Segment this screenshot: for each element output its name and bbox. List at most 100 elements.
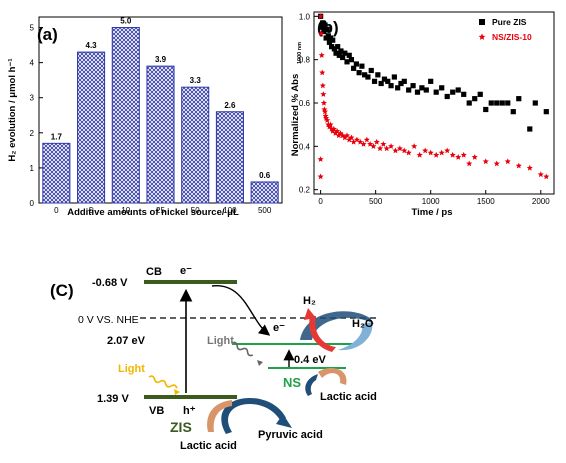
- band-diagram: (C) -0.68 V CB e⁻ 0 V VS. N: [50, 265, 380, 452]
- cb-label: CB: [146, 266, 162, 278]
- chart-b-point-pure-zis: [342, 50, 348, 56]
- chart-b-point-ns-zis: [327, 121, 334, 128]
- chart-b-point-pure-zis: [346, 52, 352, 58]
- chart-b-point-pure-zis: [326, 39, 333, 45]
- chart-b-point-pure-zis: [516, 96, 522, 102]
- chart-b-x-tick-label: 1500: [477, 197, 495, 206]
- chart-a-bar-value-label: 4.3: [86, 41, 98, 50]
- chart-a-y-tick-label: 5: [30, 24, 35, 33]
- chart-b-point-pure-zis: [423, 87, 429, 93]
- light-label-mid: Light: [207, 335, 234, 347]
- chart-b-point-pure-zis: [336, 52, 342, 58]
- panel-a-label: (a): [37, 25, 58, 44]
- chart-b-point-pure-zis: [419, 85, 425, 91]
- chart-a-bar: [111, 27, 140, 204]
- pyruvic-acid: Pyruvic acid: [258, 429, 323, 441]
- chart-b-point-pure-zis: [365, 74, 371, 80]
- chart-b-point-ns-zis: [320, 91, 327, 97]
- chart-a-y-tick-label: 1: [30, 164, 35, 173]
- chart-a-bar-value-label: 3.9: [155, 55, 167, 64]
- chart-b-point-pure-zis: [351, 65, 357, 71]
- chart-b-point-ns-zis: [318, 30, 325, 37]
- chart-b-point-pure-zis: [444, 93, 450, 100]
- light-wave-left: [148, 375, 178, 389]
- chart-b-point-pure-zis: [353, 61, 359, 67]
- chart-b-point-ns-zis: [543, 173, 550, 180]
- chart-b-point-pure-zis: [331, 46, 337, 52]
- chart-b-point-ns-zis: [416, 151, 423, 158]
- chart-a-bar: [215, 111, 244, 204]
- chart-b-point-ns-zis: [504, 158, 511, 165]
- chart-b-point-pure-zis: [510, 109, 516, 115]
- light-arrowhead-left: [174, 389, 180, 395]
- chart-b-y-tick-label: 0.8: [299, 56, 311, 65]
- chart-b-point-pure-zis: [381, 76, 388, 82]
- chart-b-y-tick-label: 0.6: [299, 99, 311, 108]
- lactic-acid-right: Lactic acid: [320, 391, 377, 403]
- chart-b-point-ns-zis: [319, 69, 326, 76]
- chart-b-point-pure-zis: [322, 22, 328, 28]
- legend-label-pure-zis: Pure ZIS: [492, 17, 527, 27]
- chart-b-point-ns-zis: [324, 117, 331, 123]
- light-label-left: Light: [118, 363, 145, 375]
- chart-b-point-ns-zis: [348, 134, 355, 141]
- chart-b-point-pure-zis: [362, 72, 368, 78]
- hole-label: h⁺: [183, 405, 196, 417]
- chart-b-point-pure-zis: [388, 83, 394, 89]
- vb-label: VB: [149, 405, 164, 417]
- chart-b-point-ns-zis: [526, 164, 533, 171]
- chart-b-point-pure-zis: [527, 126, 533, 132]
- chart-b-point-ns-zis: [380, 140, 387, 147]
- chart-b-point-pure-zis: [428, 78, 434, 84]
- chart-b-y-ticks: 0.2 0.4 0.6 0.8 1.0: [299, 12, 318, 195]
- chart-b-y-axis-subscript: 1000 nm: [297, 42, 303, 64]
- chart-b-legend: Pure ZIS NS/ZIS-10: [478, 17, 532, 42]
- chart-b-point-pure-zis: [321, 28, 327, 35]
- chart-b-point-pure-zis: [406, 87, 412, 93]
- chart-b-point-ns-zis: [466, 160, 473, 167]
- chart-b-point-ns-zis: [455, 153, 462, 160]
- chart-b-point-pure-zis: [439, 85, 445, 91]
- chart-b-point-pure-zis: [455, 87, 461, 93]
- ns-lactic-arrow-tan: [318, 368, 347, 385]
- chart-b-y-axis-label-group: Normalized % Abs 1000 nm: [290, 42, 303, 156]
- chart-b-point-ns-zis: [493, 160, 500, 167]
- chart-b-point-pure-zis: [356, 70, 362, 76]
- h2o-reduction-arrow-dark: [300, 311, 374, 340]
- chart-b-point-ns-zis: [363, 136, 370, 143]
- chart-a: (a) 0 1 2 3 4 5 0 5 10 25 50 100 500 1.7 4.3 5.0 3.9 3.…: [7, 16, 283, 218]
- chart-a-y-ticks: 0 1 2 3 4 5: [30, 24, 43, 208]
- electron-transfer-arrow: [211, 285, 271, 336]
- chart-b-point-ns-zis: [317, 156, 324, 162]
- chart-a-bar: [181, 86, 210, 204]
- chart-b-point-pure-zis: [324, 26, 330, 32]
- h2o-reduction-arrow-light: [338, 322, 373, 351]
- chart-b-point-ns-zis: [320, 99, 327, 106]
- chart-b-point-pure-zis: [398, 80, 404, 87]
- chart-b-point-ns-zis: [343, 132, 351, 139]
- chart-b-point-ns-zis: [373, 138, 380, 145]
- chart-b-points: [317, 13, 550, 180]
- bandgap-label: 2.07 eV: [107, 335, 146, 347]
- chart-a-bars: 1.7 4.3 5.0 3.9 3.3 2.6 0.6: [42, 17, 279, 204]
- chart-b-point-pure-zis: [359, 63, 365, 69]
- chart-b-point-pure-zis: [368, 67, 374, 74]
- chart-b-point-ns-zis: [515, 162, 522, 169]
- chart-b-point-pure-zis: [466, 100, 472, 106]
- chart-a-y-tick-label: 0: [30, 199, 35, 208]
- chart-b-point-pure-zis: [494, 100, 500, 106]
- chart-a-y-tick-label: 3: [30, 94, 35, 103]
- chart-b-point-ns-zis: [350, 138, 357, 145]
- legend-marker-pure-zis: [479, 19, 485, 25]
- chart-b-point-pure-zis: [410, 83, 416, 89]
- chart-a-y-axis-label: H₂ evolution / μmol h⁻¹: [7, 58, 18, 161]
- ns-label: NS: [283, 375, 301, 390]
- chart-b-point-ns-zis: [438, 149, 445, 156]
- chart-b-point-pure-zis: [401, 78, 407, 84]
- chart-b-point-pure-zis: [375, 72, 381, 78]
- chart-a-bar: [77, 51, 106, 204]
- chart-b-point-ns-zis: [405, 149, 412, 156]
- h2-arrow-red: [309, 316, 336, 352]
- chart-b-point-pure-zis: [395, 85, 401, 91]
- chart-b-point-pure-zis: [477, 91, 483, 97]
